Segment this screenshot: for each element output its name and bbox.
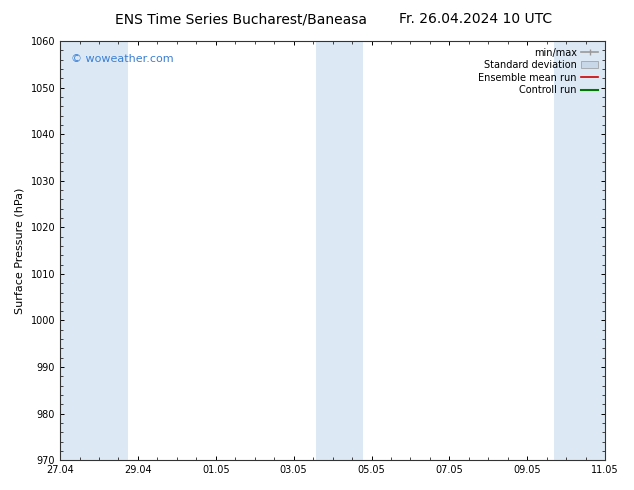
Bar: [339, 41, 363, 460]
Text: ENS Time Series Bucharest/Baneasa: ENS Time Series Bucharest/Baneasa: [115, 12, 367, 26]
Bar: [60, 41, 94, 460]
Bar: [94, 41, 128, 460]
Text: © woweather.com: © woweather.com: [71, 53, 174, 64]
Bar: [554, 41, 605, 460]
Bar: [316, 41, 339, 460]
Y-axis label: Surface Pressure (hPa): Surface Pressure (hPa): [15, 187, 25, 314]
Legend: min/max, Standard deviation, Ensemble mean run, Controll run: min/max, Standard deviation, Ensemble me…: [477, 46, 600, 97]
Text: Fr. 26.04.2024 10 UTC: Fr. 26.04.2024 10 UTC: [399, 12, 552, 26]
